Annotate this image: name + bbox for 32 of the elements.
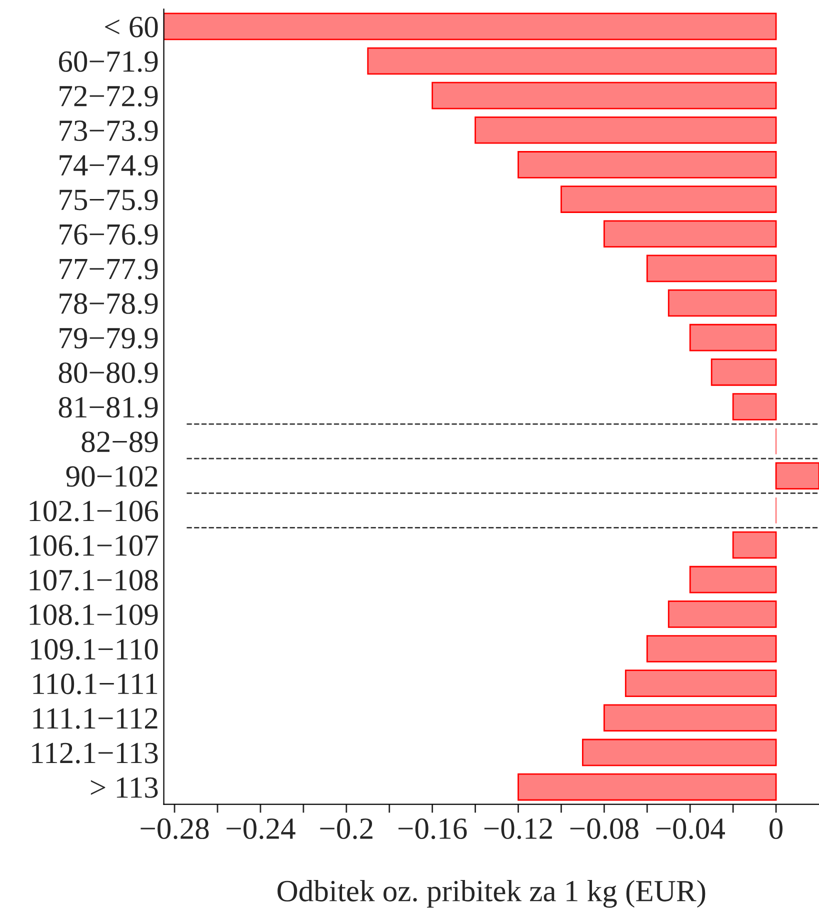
y-tick-label: > 113	[90, 777, 158, 798]
x-tick-label: −0.2	[320, 818, 372, 840]
y-tick-label: 76−76.9	[60, 224, 158, 245]
x-tick-label: −0.16	[398, 818, 467, 840]
y-tick-label: 111.1−112	[33, 708, 158, 729]
y-tick-label: 112.1−113	[32, 742, 158, 764]
y-tick-label: 82−89	[82, 432, 158, 452]
x-tick-label: −0.24	[226, 818, 296, 840]
y-tick-label: 106.1−107	[30, 535, 158, 556]
y-tick-label: 74−74.9	[60, 155, 158, 176]
y-tick-label: 81−81.9	[58, 397, 158, 418]
y-tick-label: 73−73.9	[60, 120, 158, 142]
y-tick-label: 80−80.9	[58, 362, 158, 384]
x-tick-label: 0	[770, 818, 783, 840]
y-tick-label: 78−78.9	[60, 293, 158, 314]
y-tick-label: 72−72.9	[60, 86, 158, 107]
y-tick-label: 77−77.9	[60, 258, 158, 280]
y-tick-label: < 60	[105, 16, 158, 38]
x-tick-label: −0.04	[656, 818, 725, 840]
x-tick-label: −0.28	[140, 818, 209, 840]
y-tick-label: 110.1−111	[33, 674, 158, 694]
y-tick-label: 102.1−106	[30, 500, 158, 522]
y-tick-label: 108.1−109	[30, 604, 158, 626]
y-tick-label: 60−71.9	[58, 51, 158, 72]
y-tick-label: 109.1−110	[30, 639, 158, 660]
x-tick-label: −0.12	[484, 818, 552, 840]
x-axis-title: Odbitek oz. pribitek za 1 kg (EUR)	[278, 880, 706, 908]
y-tick-label: 79−79.9	[60, 328, 158, 349]
y-tick-label: 75−75.9	[60, 190, 158, 210]
y-tick-label: 107.1−108	[30, 570, 158, 591]
x-tick-label: −0.08	[570, 818, 638, 840]
y-tick-label: 90−102	[66, 466, 158, 487]
